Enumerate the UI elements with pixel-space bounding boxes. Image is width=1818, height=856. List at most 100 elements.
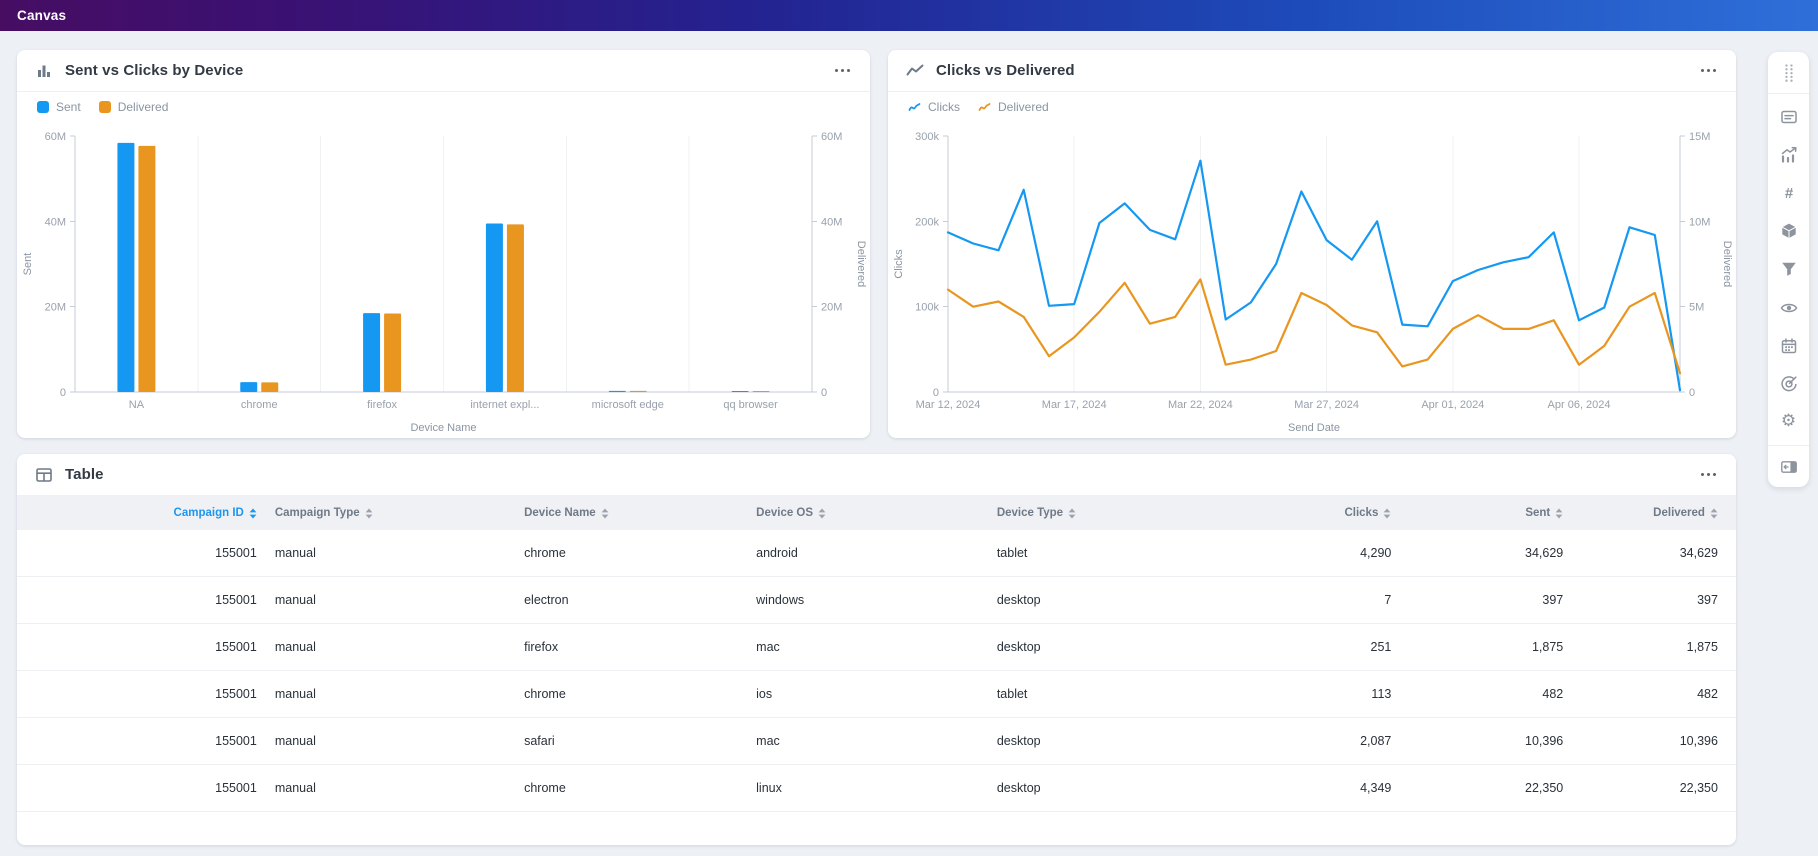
bar-chart-title: Sent vs Clicks by Device bbox=[65, 62, 243, 79]
table-cell: 155001 bbox=[17, 734, 275, 748]
line-chart-icon bbox=[906, 62, 924, 80]
legend-item-clicks[interactable]: Clicks bbox=[908, 100, 960, 114]
sidebar-drag-handle[interactable] bbox=[1768, 52, 1809, 94]
table-cell: 155001 bbox=[17, 687, 275, 701]
table-cell: desktop bbox=[997, 593, 1255, 607]
table-row: 155001manualsafarimacdesktop2,08710,3961… bbox=[17, 718, 1736, 765]
table-cell: 155001 bbox=[17, 593, 275, 607]
svg-text:Clicks: Clicks bbox=[893, 249, 905, 279]
column-header-device-type[interactable]: Device Type bbox=[997, 507, 1255, 519]
line-chart-card-header: Clicks vs Delivered bbox=[888, 50, 1736, 92]
svg-text:firefox: firefox bbox=[367, 399, 397, 411]
column-header-campaign-type[interactable]: Campaign Type bbox=[275, 507, 524, 519]
column-header-device-os[interactable]: Device OS bbox=[756, 507, 997, 519]
table-header-row: Campaign IDCampaign TypeDevice Name Devic… bbox=[17, 496, 1736, 530]
table-cell: tablet bbox=[997, 687, 1255, 701]
sort-icon bbox=[818, 508, 826, 519]
column-header-clicks[interactable]: Clicks bbox=[1255, 507, 1410, 519]
table-cell: chrome bbox=[524, 546, 756, 560]
sidebar-tool-eye[interactable] bbox=[1768, 291, 1809, 325]
legend-label: Sent bbox=[56, 100, 81, 114]
filter-icon bbox=[1780, 260, 1798, 278]
svg-text:microsoft edge: microsoft edge bbox=[592, 399, 664, 411]
legend-label: Clicks bbox=[928, 100, 960, 114]
svg-text:300k: 300k bbox=[915, 131, 939, 143]
svg-text:Mar 22, 2024: Mar 22, 2024 bbox=[1168, 399, 1233, 411]
line-chart-menu-button[interactable] bbox=[1697, 63, 1720, 78]
svg-text:Delivered: Delivered bbox=[1721, 241, 1733, 287]
table-menu-button[interactable] bbox=[1697, 467, 1720, 482]
legend-item-sent[interactable]: Sent bbox=[37, 100, 81, 114]
svg-text:NA: NA bbox=[129, 399, 145, 411]
table-cell: 22,350 bbox=[1581, 781, 1736, 795]
svg-text:Apr 06, 2024: Apr 06, 2024 bbox=[1548, 399, 1611, 411]
text-card-icon bbox=[1780, 108, 1798, 126]
column-header-label: Clicks bbox=[1344, 507, 1378, 519]
svg-text:100k: 100k bbox=[915, 302, 939, 314]
table-row: 155001manualchromelinuxdesktop4,34922,35… bbox=[17, 765, 1736, 812]
settings-icon: ⚙ bbox=[1781, 413, 1796, 430]
table-cell: 482 bbox=[1409, 687, 1581, 701]
sidebar-tool-calendar[interactable] bbox=[1768, 329, 1809, 363]
table-cell: linux bbox=[756, 781, 997, 795]
sort-icon bbox=[1710, 508, 1718, 519]
table-cell: chrome bbox=[524, 781, 756, 795]
sidebar-tool-settings[interactable]: ⚙ bbox=[1768, 405, 1809, 439]
bar-chart-legend: Sent Delivered bbox=[17, 92, 870, 122]
sidebar-tool-text-card[interactable] bbox=[1768, 100, 1809, 134]
bar-delivered-na bbox=[138, 146, 155, 392]
bar-chart-menu-button[interactable] bbox=[831, 63, 854, 78]
sidebar-tool-filter[interactable] bbox=[1768, 252, 1809, 286]
bar-sent-na bbox=[117, 143, 134, 392]
table-row: 155001manualchromeandroidtablet4,29034,6… bbox=[17, 530, 1736, 577]
table-cell: 482 bbox=[1581, 687, 1736, 701]
svg-text:0: 0 bbox=[821, 387, 827, 399]
svg-text:Sent: Sent bbox=[22, 253, 34, 276]
svg-text:0: 0 bbox=[1689, 387, 1695, 399]
table-cell: 113 bbox=[1255, 687, 1410, 701]
legend-zigzag-icon bbox=[908, 101, 921, 113]
table-card: Table Campaign IDCampaign TypeDevice Nam… bbox=[17, 454, 1736, 845]
table-cell: 34,629 bbox=[1581, 546, 1736, 560]
legend-item-delivered[interactable]: Delivered bbox=[978, 100, 1049, 114]
table-cell: manual bbox=[275, 687, 524, 701]
column-header-label: Device Name bbox=[524, 507, 596, 519]
sidebar-tool-hash[interactable]: # bbox=[1768, 176, 1809, 210]
legend-item-delivered[interactable]: Delivered bbox=[99, 100, 169, 114]
bar-chart-card: Sent vs Clicks by Device Sent Delivered 0… bbox=[17, 50, 870, 438]
table-cell: electron bbox=[524, 593, 756, 607]
table-cell: manual bbox=[275, 546, 524, 560]
bar-delivered-chrome bbox=[261, 382, 278, 392]
svg-text:40M: 40M bbox=[821, 216, 842, 228]
collapse-panel-button[interactable] bbox=[1768, 450, 1809, 484]
column-header-label: Device OS bbox=[756, 507, 813, 519]
bar-delivered-qq-browser bbox=[753, 391, 770, 392]
column-header-label: Device Type bbox=[997, 507, 1063, 519]
svg-text:20M: 20M bbox=[821, 302, 842, 314]
line-chart-title: Clicks vs Delivered bbox=[936, 62, 1075, 79]
sidebar-tool-goal[interactable] bbox=[1768, 367, 1809, 401]
table-cell: 251 bbox=[1255, 640, 1410, 654]
column-header-device-name[interactable]: Device Name bbox=[524, 507, 756, 519]
dashboard-content: Sent vs Clicks by Device Sent Delivered 0… bbox=[17, 50, 1736, 845]
table-cell: 1,875 bbox=[1409, 640, 1581, 654]
bar-chart-icon bbox=[35, 62, 53, 80]
table-row: 155001manualfirefoxmacdesktop2511,8751,8… bbox=[17, 624, 1736, 671]
sidebar-tool-chart-trend[interactable] bbox=[1768, 138, 1809, 172]
bar-sent-firefox bbox=[363, 313, 380, 392]
column-header-label: Delivered bbox=[1653, 507, 1705, 519]
sort-icon bbox=[601, 508, 609, 519]
column-header-delivered[interactable]: Delivered bbox=[1581, 507, 1736, 519]
ellipsis-icon bbox=[1701, 473, 1704, 476]
column-header-campaign-id[interactable]: Campaign ID bbox=[17, 507, 275, 519]
table-cell: 22,350 bbox=[1409, 781, 1581, 795]
sort-icon bbox=[1555, 508, 1563, 519]
svg-text:Send Date: Send Date bbox=[1288, 422, 1340, 434]
collapse-icon bbox=[1780, 458, 1798, 476]
column-header-sent[interactable]: Sent bbox=[1409, 507, 1581, 519]
svg-text:15M: 15M bbox=[1689, 131, 1710, 143]
sidebar-tool-cube[interactable] bbox=[1768, 214, 1809, 248]
column-header-label: Sent bbox=[1525, 507, 1550, 519]
table-cell: desktop bbox=[997, 781, 1255, 795]
table-cell: 155001 bbox=[17, 640, 275, 654]
